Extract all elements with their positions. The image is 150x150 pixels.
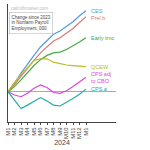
svg-text:2024: 2024 (54, 139, 70, 146)
svg-text:CPS adjto CBO: CPS adjto CBO (91, 71, 111, 84)
svg-text:M11: M11 (70, 127, 76, 139)
svg-text:M1: M1 (83, 127, 89, 136)
svg-text:M10: M10 (63, 127, 69, 139)
svg-text:Change since 2023in Nonfarm Pa: Change since 2023in Nonfarm PayrollEmplo… (12, 15, 51, 32)
svg-text:CPS a: CPS a (91, 86, 108, 92)
svg-text:M4: M4 (24, 127, 30, 136)
svg-text:calculbrowser.com: calculbrowser.com (11, 6, 48, 11)
svg-text:M5: M5 (31, 127, 37, 136)
svg-text:M6: M6 (37, 127, 43, 136)
svg-text:M3: M3 (18, 127, 24, 136)
svg-text:M1: M1 (5, 127, 11, 136)
svg-text:Early trnc: Early trnc (91, 35, 114, 41)
svg-text:QCEW: QCEW (91, 64, 109, 70)
svg-text:M7: M7 (44, 127, 50, 136)
svg-text:M9: M9 (57, 127, 63, 136)
svg-text:M8: M8 (50, 127, 56, 136)
svg-text:Prel b: Prel b (91, 15, 105, 21)
svg-text:M12: M12 (76, 127, 82, 139)
svg-text:M2: M2 (11, 127, 17, 136)
svg-text:CES: CES (91, 8, 103, 14)
